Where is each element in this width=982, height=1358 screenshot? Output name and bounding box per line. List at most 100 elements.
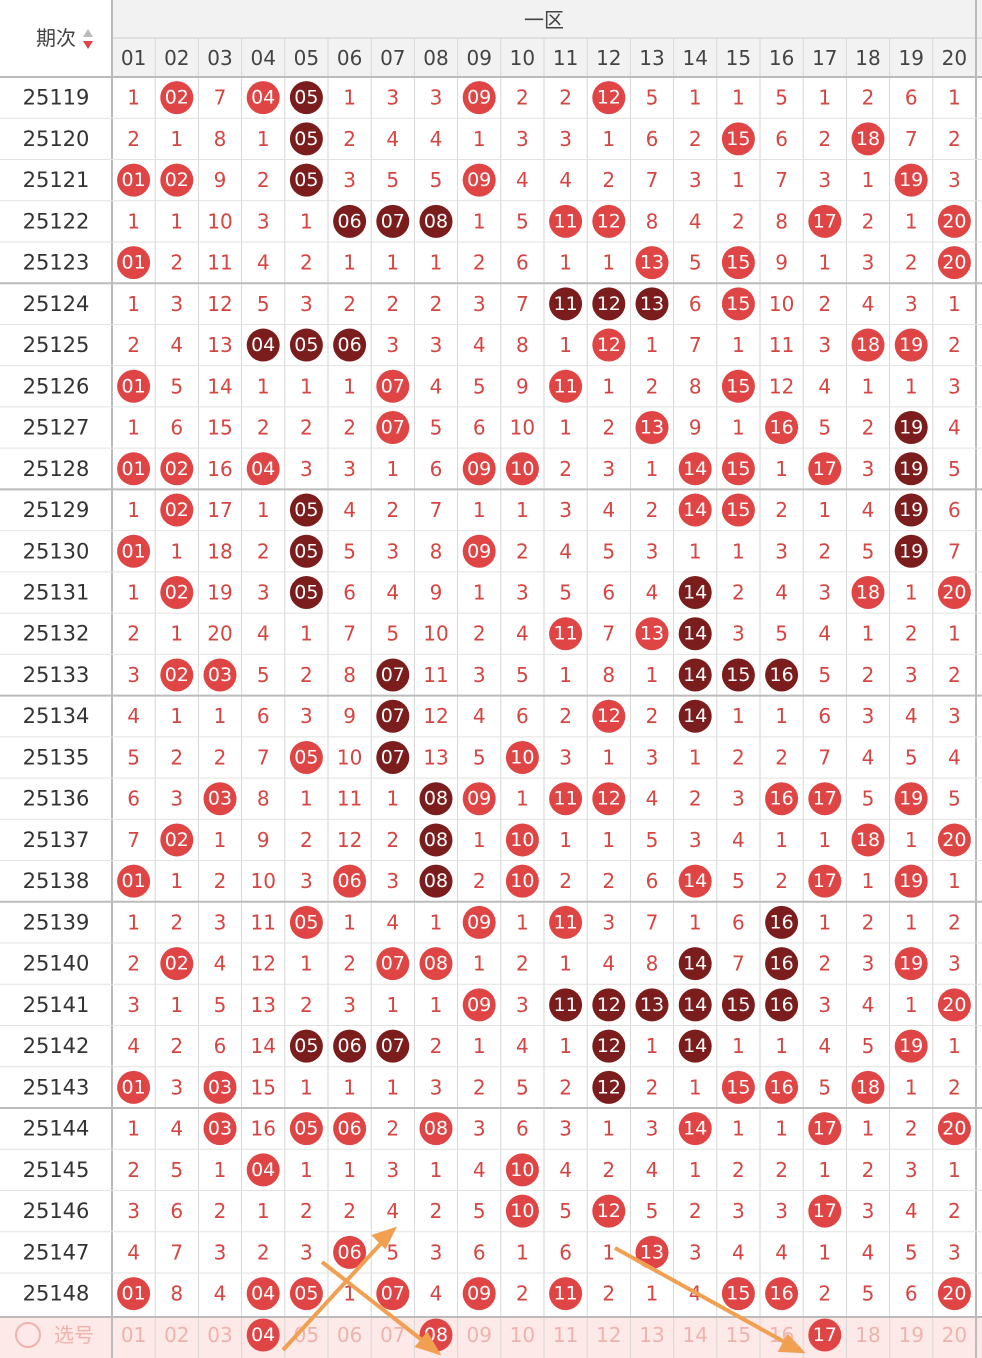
miss-count: 1 <box>473 952 486 976</box>
ball <box>505 823 539 857</box>
miss-count: 5 <box>559 581 572 605</box>
miss-count: 6 <box>732 910 745 934</box>
period: 25137 <box>23 828 90 852</box>
ball <box>289 905 323 939</box>
ball <box>289 163 323 197</box>
arrow <box>281 1236 388 1352</box>
column-header: 10 <box>510 46 535 70</box>
ball <box>678 576 712 609</box>
arrows <box>281 1226 806 1356</box>
miss-count: 1 <box>430 910 443 934</box>
miss-count: 12 <box>423 704 448 728</box>
ball <box>376 699 410 733</box>
miss-count: 4 <box>559 539 572 563</box>
ball-number: 15 <box>726 499 750 521</box>
ball <box>678 1029 712 1063</box>
miss-count: 11 <box>337 787 362 811</box>
miss-count: 3 <box>689 1240 702 1264</box>
miss-count: 2 <box>300 663 313 687</box>
miss-count: 1 <box>862 869 875 893</box>
miss-count: 5 <box>646 86 659 110</box>
period-header: 期次 <box>36 26 76 50</box>
ball <box>203 1070 237 1104</box>
select-number[interactable]: 02 <box>164 1323 189 1347</box>
ball-number: 11 <box>554 1283 578 1305</box>
miss-count: 12 <box>769 374 794 398</box>
ball-number: 18 <box>856 829 880 851</box>
miss-count: 1 <box>257 127 270 151</box>
period: 25143 <box>23 1075 90 1099</box>
ball <box>592 699 626 733</box>
ball <box>765 782 799 816</box>
miss-count: 4 <box>343 498 356 522</box>
miss-count: 2 <box>170 251 183 275</box>
miss-count: 3 <box>948 374 961 398</box>
ball-number: 14 <box>683 1035 707 1057</box>
miss-count: 1 <box>516 1240 529 1264</box>
ball-number: 09 <box>467 458 491 480</box>
miss-count: 1 <box>300 952 313 976</box>
miss-count: 3 <box>948 1240 961 1264</box>
miss-count: 1 <box>818 1158 831 1182</box>
select-radio[interactable] <box>15 1322 41 1348</box>
ball-number: 15 <box>726 994 750 1016</box>
ball <box>635 1235 669 1269</box>
select-number[interactable]: 09 <box>466 1323 491 1347</box>
select-number[interactable]: 12 <box>596 1323 621 1347</box>
ball-number: 16 <box>770 1076 794 1098</box>
select-number[interactable]: 14 <box>682 1323 707 1347</box>
miss-count: 4 <box>732 1240 745 1264</box>
miss-count: 7 <box>127 828 140 852</box>
ball-number: 13 <box>640 417 664 439</box>
miss-count: 1 <box>905 993 918 1017</box>
miss-count: 5 <box>862 787 875 811</box>
miss-count: 2 <box>948 1075 961 1099</box>
miss-count: 1 <box>602 1240 615 1264</box>
miss-count: 2 <box>646 374 659 398</box>
miss-count: 5 <box>689 251 702 275</box>
ball-number: 14 <box>683 664 707 686</box>
select-number[interactable]: 03 <box>207 1323 232 1347</box>
ball <box>635 988 669 1022</box>
miss-count: 5 <box>473 745 486 769</box>
select-number[interactable]: 13 <box>639 1323 664 1347</box>
ball <box>937 988 971 1022</box>
miss-count: 3 <box>127 993 140 1017</box>
ball-number: 12 <box>597 1035 621 1057</box>
select-number[interactable]: 18 <box>855 1323 880 1347</box>
miss-count: 8 <box>343 663 356 687</box>
column-header: 19 <box>898 46 923 70</box>
miss-count: 4 <box>430 374 443 398</box>
miss-count: 4 <box>516 168 529 192</box>
ball <box>592 1194 626 1228</box>
miss-count: 1 <box>473 1034 486 1058</box>
ball-number: 06 <box>338 210 362 232</box>
miss-count: 1 <box>646 333 659 357</box>
ball-number: 19 <box>899 417 923 439</box>
select-number[interactable]: 15 <box>726 1323 751 1347</box>
ball-number: 11 <box>554 994 578 1016</box>
zone-header: 一区 <box>524 8 564 32</box>
miss-count: 2 <box>862 1158 875 1182</box>
period: 25146 <box>23 1199 90 1223</box>
miss-count: 1 <box>127 86 140 110</box>
select-number[interactable]: 20 <box>942 1323 967 1347</box>
miss-count: 2 <box>775 869 788 893</box>
select-number[interactable]: 06 <box>337 1323 362 1347</box>
miss-count: 3 <box>386 333 399 357</box>
select-number[interactable]: 11 <box>553 1323 578 1347</box>
select-number[interactable]: 07 <box>380 1323 405 1347</box>
miss-count: 2 <box>343 127 356 151</box>
sort-down <box>83 41 93 49</box>
select-number[interactable]: 10 <box>510 1323 535 1347</box>
select-number[interactable]: 19 <box>898 1323 923 1347</box>
select-number[interactable]: 04 <box>251 1324 275 1346</box>
miss-count: 2 <box>170 745 183 769</box>
select-number[interactable]: 17 <box>813 1324 837 1346</box>
miss-count: 3 <box>127 663 140 687</box>
miss-count: 3 <box>386 869 399 893</box>
select-number[interactable]: 01 <box>121 1323 146 1347</box>
miss-count: 6 <box>948 498 961 522</box>
miss-count: 4 <box>473 704 486 728</box>
ball <box>937 1277 971 1311</box>
